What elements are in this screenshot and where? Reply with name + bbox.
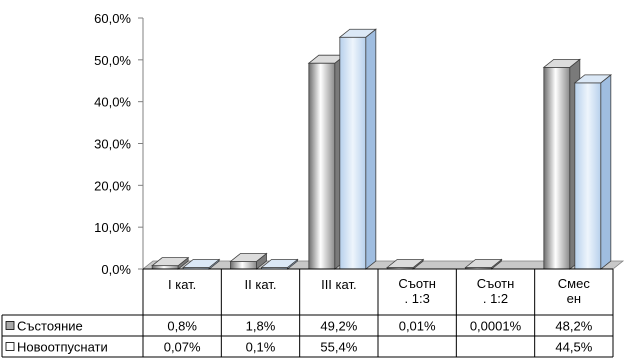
data-label: 55,4% <box>320 340 357 355</box>
data-label: 44,5% <box>555 340 592 355</box>
bar <box>386 258 425 270</box>
bar-front <box>339 36 367 270</box>
bar-top <box>151 257 190 267</box>
bar-top <box>182 259 221 268</box>
x-tick-label: I кат. <box>168 277 196 292</box>
data-label: 0,07% <box>164 340 201 355</box>
bar-top <box>260 259 299 268</box>
y-tick-label: 60,0% <box>94 11 131 26</box>
y-axis: 0,0% 10,0% 20,0% 30,0% 40,0% 50,0% 60,0% <box>94 11 143 277</box>
x-tick-label: Съотн. 1:3 <box>398 276 436 306</box>
bar <box>464 258 503 270</box>
bar-top <box>464 259 503 268</box>
bar <box>182 258 221 270</box>
bar <box>151 256 190 270</box>
bar-front <box>543 66 571 270</box>
y-tick-label: 30,0% <box>94 137 131 152</box>
y-tick-label: 50,0% <box>94 53 131 68</box>
data-label: 48,2% <box>555 319 592 334</box>
legend-swatch <box>5 321 15 330</box>
bar-top <box>338 28 377 38</box>
bar-side <box>600 74 612 270</box>
data-label: 0,01% <box>399 319 436 334</box>
legend-label: Състояние <box>17 319 83 334</box>
x-tick-label: Смес ен <box>558 276 591 306</box>
bar <box>229 252 268 270</box>
bar <box>338 28 377 270</box>
x-tick-label: II кат. <box>245 277 277 292</box>
bar-top <box>386 259 425 268</box>
bar-front <box>308 62 336 270</box>
data-label: 49,2% <box>320 319 357 334</box>
data-label: 0,1% <box>246 340 276 355</box>
bar <box>260 258 299 270</box>
y-tick-label: 40,0% <box>94 95 131 110</box>
legend-swatch <box>5 342 15 351</box>
bar-front <box>574 82 602 270</box>
bar <box>542 58 581 270</box>
bar-top <box>542 58 581 68</box>
bar-top <box>229 253 268 262</box>
bar-front <box>230 261 257 270</box>
y-tick-label: 10,0% <box>94 220 131 235</box>
data-label: 0,0001% <box>470 319 522 334</box>
y-tick-label: 0,0% <box>101 262 131 277</box>
data-label: 0,8% <box>167 319 197 334</box>
bar-top <box>573 74 612 84</box>
legend-label: Новоотпуснати <box>17 340 108 355</box>
x-tick-label: III кат. <box>321 277 357 292</box>
bars <box>151 28 612 270</box>
data-table: I кат. II кат. III кат. Съотн. 1:3 Съотн. 1:… <box>1 268 614 358</box>
data-label: 1,8% <box>246 319 276 334</box>
bar-side <box>365 28 377 270</box>
x-tick-label: Съотн. 1:2 <box>477 276 515 306</box>
bar <box>573 74 612 270</box>
y-tick-label: 20,0% <box>94 178 131 193</box>
bar-front <box>151 265 179 270</box>
